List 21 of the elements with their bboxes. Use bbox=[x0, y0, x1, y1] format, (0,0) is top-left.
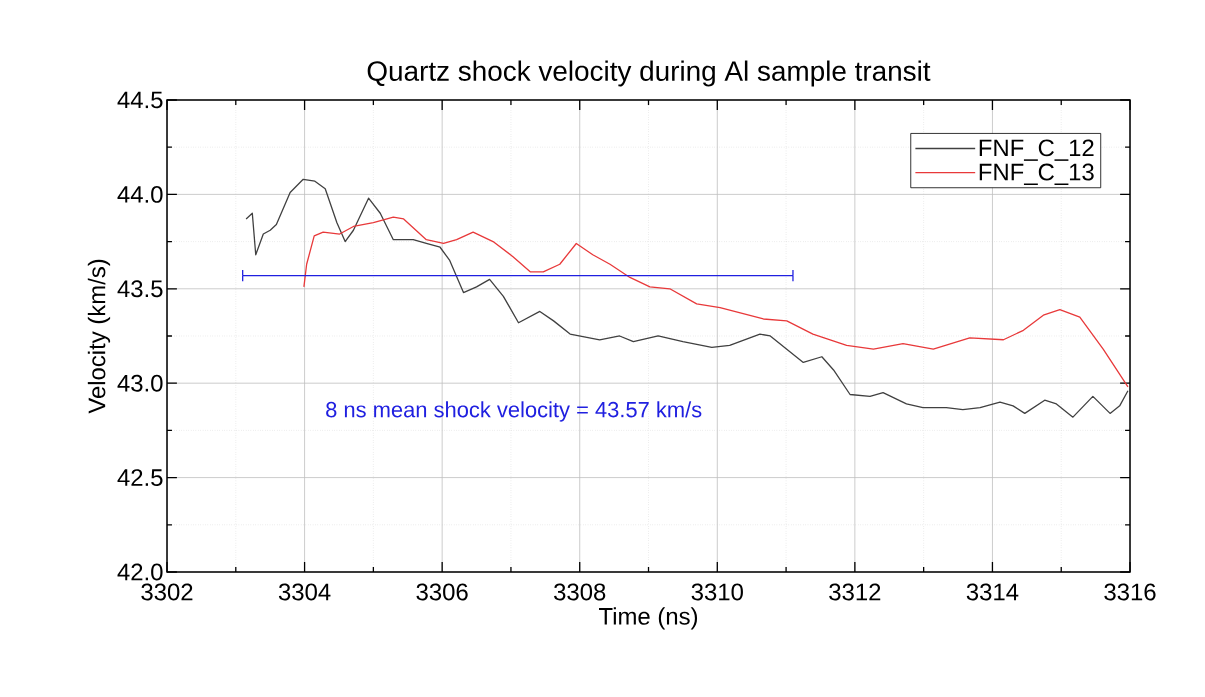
y-tick-label: 44.0 bbox=[117, 185, 163, 203]
legend-label: FNF_C_12 bbox=[979, 139, 1094, 161]
x-tick-label: 3304 bbox=[278, 583, 331, 601]
x-tick-label: 3310 bbox=[691, 583, 743, 601]
y-tick-label: 43.5 bbox=[117, 280, 163, 298]
line-series bbox=[303, 216, 1129, 388]
y-tick-label: 44.5 bbox=[117, 91, 163, 109]
x-tick-label: 3306 bbox=[416, 583, 468, 601]
annotation: 8 ns mean shock velocity = 43.57 km/s bbox=[326, 401, 702, 422]
y-axis-title: Velocity (km/s) bbox=[87, 259, 111, 414]
x-tick-label: 3308 bbox=[554, 583, 606, 601]
x-tick-label: 3302 bbox=[141, 583, 193, 601]
legend-label: FNF_C_13 bbox=[979, 163, 1094, 186]
y-tick-label: 43.0 bbox=[117, 374, 163, 392]
x-tick-label: 3316 bbox=[1104, 583, 1156, 601]
x-axis-title: Time (ns) bbox=[599, 607, 698, 630]
y-tick-label: 42.0 bbox=[117, 563, 163, 581]
y-tick-label: 42.5 bbox=[117, 469, 163, 487]
x-tick-label: 3312 bbox=[829, 583, 881, 601]
x-tick-label: 3314 bbox=[966, 583, 1019, 601]
chart-title: Quartz shock velocity during Al sample transit bbox=[367, 60, 931, 87]
